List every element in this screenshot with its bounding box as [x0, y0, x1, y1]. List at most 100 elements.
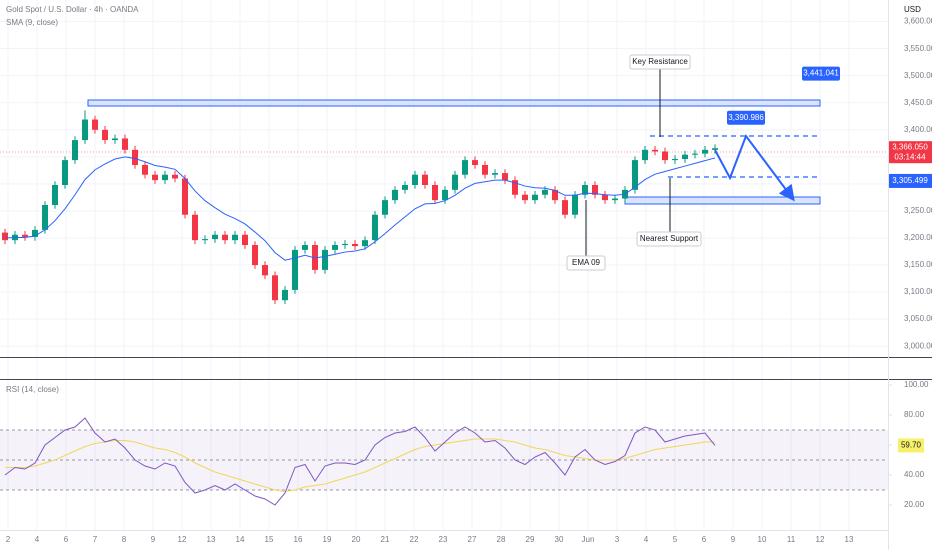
price-tag	[727, 110, 765, 125]
rsi-tick-label: 40.00	[904, 470, 925, 479]
last-price-text: 3,366.050	[892, 142, 928, 151]
x-tick-label: 15	[265, 535, 274, 544]
candle-body	[592, 184, 598, 195]
candle-body	[412, 174, 418, 185]
candle-body	[482, 164, 488, 175]
candle-body	[222, 234, 228, 241]
rsi-value-text: 59.70	[901, 441, 922, 450]
price-tag	[802, 66, 840, 81]
candle-body	[582, 184, 588, 195]
zones	[0, 99, 888, 205]
candle-body	[302, 245, 308, 250]
price-tag-text: 3,390.986	[728, 113, 764, 122]
candle-body	[92, 119, 98, 130]
candle-body	[202, 239, 208, 241]
chart-title: Gold Spot / U.S. Dollar · 4h · OANDA	[6, 5, 139, 14]
candle-body	[152, 174, 158, 181]
candle-body	[702, 149, 708, 154]
x-tick-label: 20	[352, 535, 361, 544]
last-price-tag	[889, 141, 932, 164]
candle-body	[322, 249, 328, 270]
candle-body	[492, 173, 498, 175]
candle-body	[162, 174, 168, 181]
annotation: Nearest Support	[640, 234, 699, 243]
ema-label: EMA 09	[572, 258, 601, 267]
x-tick-label: 6	[702, 535, 707, 544]
annotation: Key Resistance	[632, 57, 688, 66]
candle-body	[672, 159, 678, 161]
candle-body	[382, 200, 388, 215]
candle-body	[342, 243, 348, 246]
ema-line	[4, 156, 716, 261]
candle-body	[522, 194, 528, 201]
indicator-label: SMA (9, close)	[6, 18, 58, 27]
candle-body	[362, 240, 368, 247]
currency: USD	[904, 5, 921, 14]
candle-body	[532, 194, 538, 201]
support-zone	[624, 196, 821, 205]
candle-body	[312, 245, 318, 270]
y-tick-label: 3,600.000	[904, 17, 932, 26]
rsi-value-tag	[898, 438, 924, 453]
candle-body	[232, 234, 238, 241]
candle-body	[212, 234, 218, 240]
annotation-box	[629, 54, 691, 70]
candle-body	[552, 189, 558, 201]
y-tick-label: 3,050.000	[904, 314, 932, 323]
y-tick-label: 3,400.000	[904, 125, 932, 134]
rsi-ma-line	[5, 438, 715, 493]
y-tick-label: 3,100.000	[904, 287, 932, 296]
candle-body	[682, 154, 688, 160]
support-price-text: 3,305.499	[892, 176, 928, 185]
x-tick-label: 12	[816, 535, 825, 544]
x-tick-label: 7	[93, 535, 98, 544]
candle-body	[112, 138, 118, 141]
candle-body	[452, 174, 458, 190]
candle-body	[352, 243, 358, 247]
support-price-tag	[889, 173, 932, 188]
candle-body	[652, 149, 658, 152]
rsi-tick-label: 80.00	[904, 410, 925, 419]
candles	[2, 110, 718, 304]
candle-body	[392, 189, 398, 201]
x-tick-label: 4	[644, 535, 649, 544]
candle-body	[692, 153, 698, 155]
x-tick-label: 27	[468, 535, 477, 544]
x-tick-label: 13	[845, 535, 854, 544]
candle-body	[442, 189, 448, 201]
candle-body	[562, 200, 568, 215]
x-tick-label: Jun	[582, 535, 595, 544]
rsi-line	[4, 417, 716, 506]
y-tick-label: 3,250.000	[904, 206, 932, 215]
candle-body	[172, 174, 178, 179]
candle-body	[252, 245, 258, 266]
annotation-box	[566, 255, 606, 271]
candle-body	[142, 164, 148, 175]
x-tick-label: 30	[555, 535, 564, 544]
x-tick-label: 29	[526, 535, 535, 544]
candle-body	[662, 151, 668, 161]
candle-body	[62, 160, 68, 185]
candle-body	[22, 234, 28, 237]
y-tick-label: 3,500.000	[904, 71, 932, 80]
x-tick-label: 19	[323, 535, 332, 544]
candle-body	[102, 129, 108, 141]
candle-body	[472, 160, 478, 165]
resistance-zone	[87, 99, 821, 107]
x-tick-label: 11	[787, 535, 796, 544]
candle-body	[282, 289, 288, 301]
annotation-box	[636, 231, 702, 247]
x-tick-label: 10	[758, 535, 767, 544]
candle-body	[512, 180, 518, 195]
candle-body	[192, 214, 198, 241]
x-tick-label: 3	[615, 535, 620, 544]
grid	[0, 0, 888, 530]
y-tick-label: 3,150.000	[904, 260, 932, 269]
candle-body	[82, 119, 88, 141]
candle-body	[612, 198, 618, 201]
candle-body	[292, 249, 298, 290]
x-tick-label: 16	[294, 535, 303, 544]
candle-body	[422, 174, 428, 185]
